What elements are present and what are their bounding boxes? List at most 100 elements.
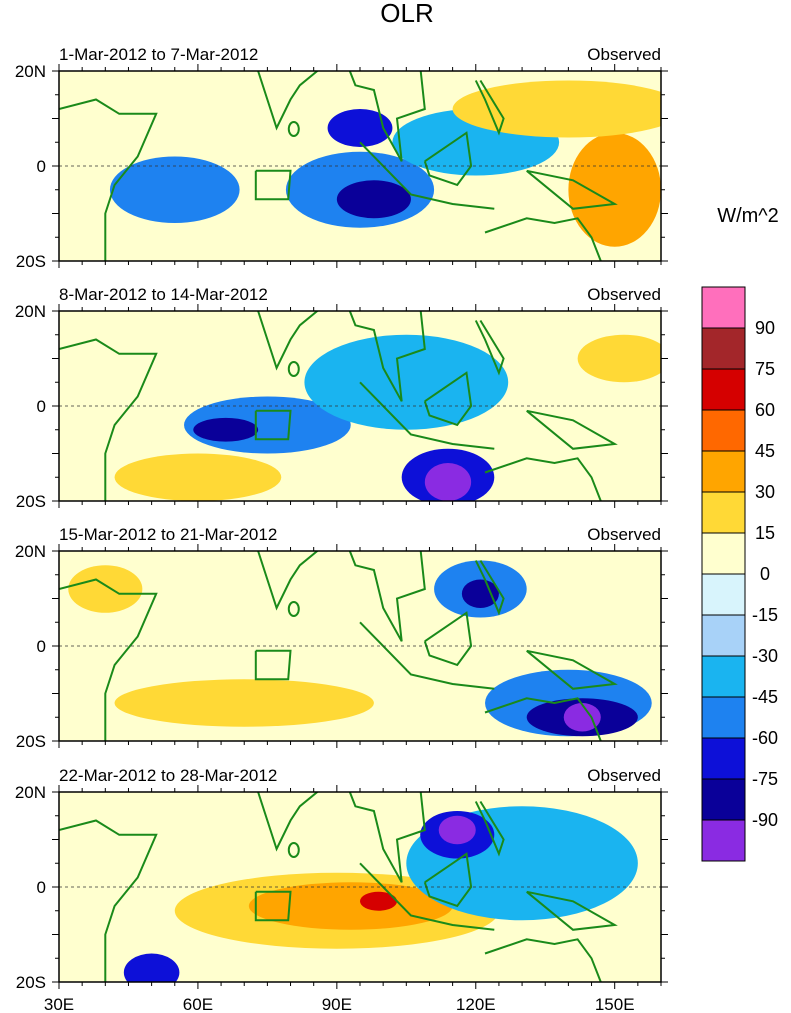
colorbar-label: 90 — [755, 318, 775, 338]
lon-tick-label: 60E — [183, 995, 213, 1013]
colorbar-swatch — [701, 573, 746, 616]
borneo-coast — [423, 611, 473, 667]
colorbar-swatch — [701, 368, 746, 411]
study-region-box — [254, 169, 292, 201]
new-guinea-coast — [526, 169, 618, 210]
map-panel-4: 20N 0 20S 22-Mar-2012 to 28-Mar-2012 Observe… — [15, 766, 668, 992]
lat-tick-label: 20S — [16, 492, 46, 511]
panel-period-label: 22-Mar-2012 to 28-Mar-2012 — [59, 766, 277, 785]
colorbar-label: 0 — [760, 564, 770, 584]
sri-lanka — [287, 600, 300, 617]
colorbar-label: -15 — [752, 605, 778, 625]
colorbar-label: -45 — [752, 687, 778, 707]
lat-tick-label: 20N — [15, 62, 46, 81]
olr-anomaly-3 — [327, 109, 393, 147]
panel-period-label: 1-Mar-2012 to 7-Mar-2012 — [59, 45, 258, 64]
colorbar-label: 30 — [755, 482, 775, 502]
olr-anomaly-2 — [336, 180, 411, 219]
lat-tick-label: 20N — [15, 302, 46, 321]
africa-coastline — [59, 819, 158, 982]
map-panel-1: 20N 0 20S 1-Mar-2012 to 7-Mar-2012 Observed — [15, 45, 668, 271]
sumatra-java-coast — [359, 141, 495, 210]
new-guinea-coast — [526, 649, 618, 690]
lat-tick-label: 20S — [16, 973, 46, 992]
map-area — [59, 71, 661, 261]
olr-anomaly-7 — [68, 565, 143, 613]
lon-tick-label: 150E — [595, 995, 635, 1013]
asia-coastline — [256, 71, 426, 162]
olr-anomaly-7 — [123, 953, 180, 982]
study-region-box — [254, 649, 292, 681]
sumatra-java-coast — [359, 862, 495, 931]
colorbar-swatch — [701, 819, 746, 862]
olr-anomaly-6 — [114, 679, 374, 727]
australia-coast — [484, 457, 602, 501]
borneo-coast — [423, 131, 473, 187]
study-region-box — [254, 890, 292, 922]
colorbar-label: -75 — [752, 769, 778, 789]
olr-anomaly-4 — [424, 463, 472, 501]
lat-tick-label: 20S — [16, 252, 46, 271]
olr-anomaly-5 — [461, 579, 499, 608]
philippines-coast — [474, 319, 505, 376]
olr-anomaly-6 — [114, 453, 282, 501]
panel-tag-label: Observed — [587, 525, 661, 544]
panel-tag-label: Observed — [587, 45, 661, 64]
colorbar-swatch — [701, 491, 746, 534]
australia-coast — [484, 217, 602, 261]
olr-anomaly-3 — [563, 703, 601, 732]
colorbar-swatch — [701, 696, 746, 739]
units-label: W/m^2 — [717, 205, 779, 227]
olr-anomaly-3 — [360, 891, 398, 911]
asia-coastline — [256, 551, 426, 642]
map-area — [59, 792, 661, 982]
australia-coast — [484, 697, 602, 741]
map-area — [59, 551, 661, 741]
lat-tick-label: 0 — [37, 637, 46, 656]
map-panel-2: 20N 0 20S 8-Mar-2012 to 14-Mar-2012 Observed — [15, 285, 668, 511]
colorbar-swatch — [701, 614, 746, 657]
colorbar-swatch — [701, 532, 746, 575]
lat-tick-label: 0 — [37, 878, 46, 897]
colorbar-swatch — [701, 778, 746, 821]
lat-tick-label: 0 — [37, 397, 46, 416]
sri-lanka — [287, 120, 300, 137]
olr-anomaly-6 — [568, 132, 661, 247]
lat-tick-label: 0 — [37, 157, 46, 176]
philippines-coast — [474, 79, 505, 136]
colorbar-label: 75 — [755, 359, 775, 379]
australia-coast — [484, 938, 602, 982]
olr-anomaly-2 — [193, 417, 259, 442]
colorbar-swatch — [701, 655, 746, 698]
panel-tag-label: Observed — [587, 766, 661, 785]
colorbar-swatch — [701, 409, 746, 452]
africa-coastline — [59, 578, 158, 741]
panel-tag-label: Observed — [587, 285, 661, 304]
olr-anomaly-6 — [438, 815, 476, 845]
colorbar-label: 45 — [755, 441, 775, 461]
map-panel-3: 20N 0 20S 15-Mar-2012 to 21-Mar-2012 Observe… — [15, 525, 668, 751]
study-region-box — [254, 409, 292, 441]
asia-coastline — [256, 311, 426, 402]
colorbar-label: 60 — [755, 400, 775, 420]
lat-tick-label: 20S — [16, 732, 46, 751]
colorbar-swatch — [701, 327, 746, 370]
africa-coastline — [59, 98, 158, 261]
chart-title: OLR — [380, 0, 433, 28]
colorbar-label: -90 — [752, 810, 778, 830]
colorbar: 90 75 60 45 30 15 0 -15 -30 -45 -60 -75 -90 — [701, 286, 778, 862]
olr-anomaly-7 — [452, 80, 661, 138]
olr-anomaly-4 — [109, 156, 240, 223]
colorbar-swatch — [701, 737, 746, 780]
olr-anomaly-5 — [304, 334, 509, 430]
asia-coastline — [256, 792, 426, 883]
map-area — [59, 311, 661, 501]
new-guinea-coast — [526, 409, 618, 450]
philippines-coast — [474, 559, 505, 616]
philippines-coast — [474, 800, 505, 857]
lon-tick-label: 90E — [322, 995, 352, 1013]
africa-coastline — [59, 338, 158, 501]
borneo-coast — [423, 371, 473, 427]
sri-lanka — [287, 360, 300, 377]
